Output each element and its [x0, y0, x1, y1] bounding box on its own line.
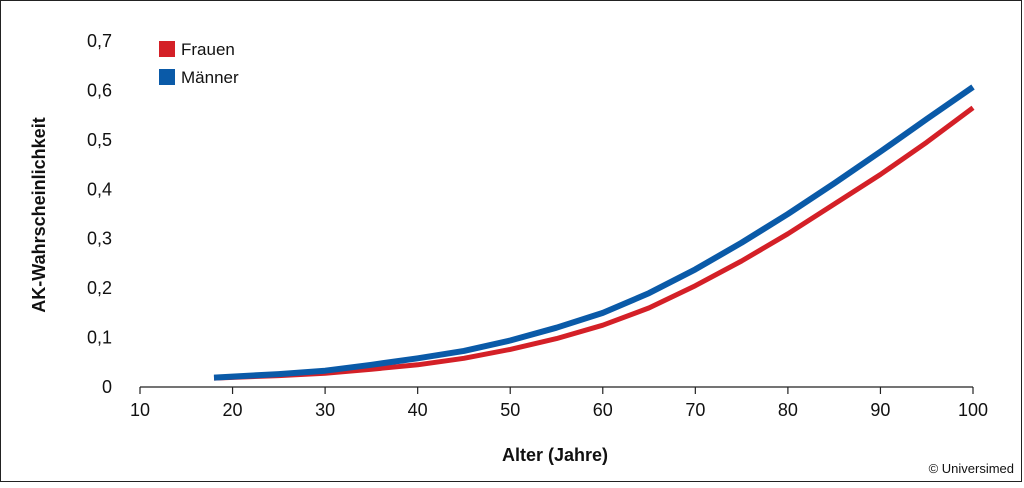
- copyright-credit: © Universimed: [929, 461, 1014, 476]
- y-tick-label: 0,6: [87, 80, 112, 100]
- legend: Frauen Männer: [159, 40, 239, 87]
- x-tick-label: 90: [870, 400, 890, 420]
- y-tick-label: 0,2: [87, 278, 112, 298]
- y-tick-label: 0,4: [87, 179, 112, 199]
- y-tick-label: 0,1: [87, 328, 112, 348]
- y-tick-label: 0,3: [87, 229, 112, 249]
- y-tick-label: 0: [102, 377, 112, 397]
- x-tick-label: 40: [408, 400, 428, 420]
- series-line-maenner: [213, 84, 975, 381]
- legend-label: Männer: [181, 68, 239, 87]
- x-tick-label: 60: [593, 400, 613, 420]
- series-lines: [213, 84, 975, 381]
- x-tick-label: 30: [315, 400, 335, 420]
- series-line-frauen: [213, 105, 975, 381]
- x-tick-label: 70: [685, 400, 705, 420]
- x-tick-label: 80: [778, 400, 798, 420]
- x-tick-label: 20: [223, 400, 243, 420]
- legend-swatch: [159, 41, 175, 57]
- x-tick-label: 100: [958, 400, 988, 420]
- y-tick-label: 0,7: [87, 31, 112, 51]
- y-tick-label: 0,5: [87, 130, 112, 150]
- x-tick-label: 10: [130, 400, 150, 420]
- x-axis-title: Alter (Jahre): [502, 445, 608, 465]
- legend-swatch: [159, 69, 175, 85]
- legend-label: Frauen: [181, 40, 235, 59]
- y-axis-title: AK-Wahrscheinlichkeit: [29, 117, 49, 312]
- x-tick-label: 50: [500, 400, 520, 420]
- axes: 10 20 30 40 50 60 70 80 90 100 0 0,1 0,2 0,3 0,4 0,5 0,6…: [87, 31, 988, 420]
